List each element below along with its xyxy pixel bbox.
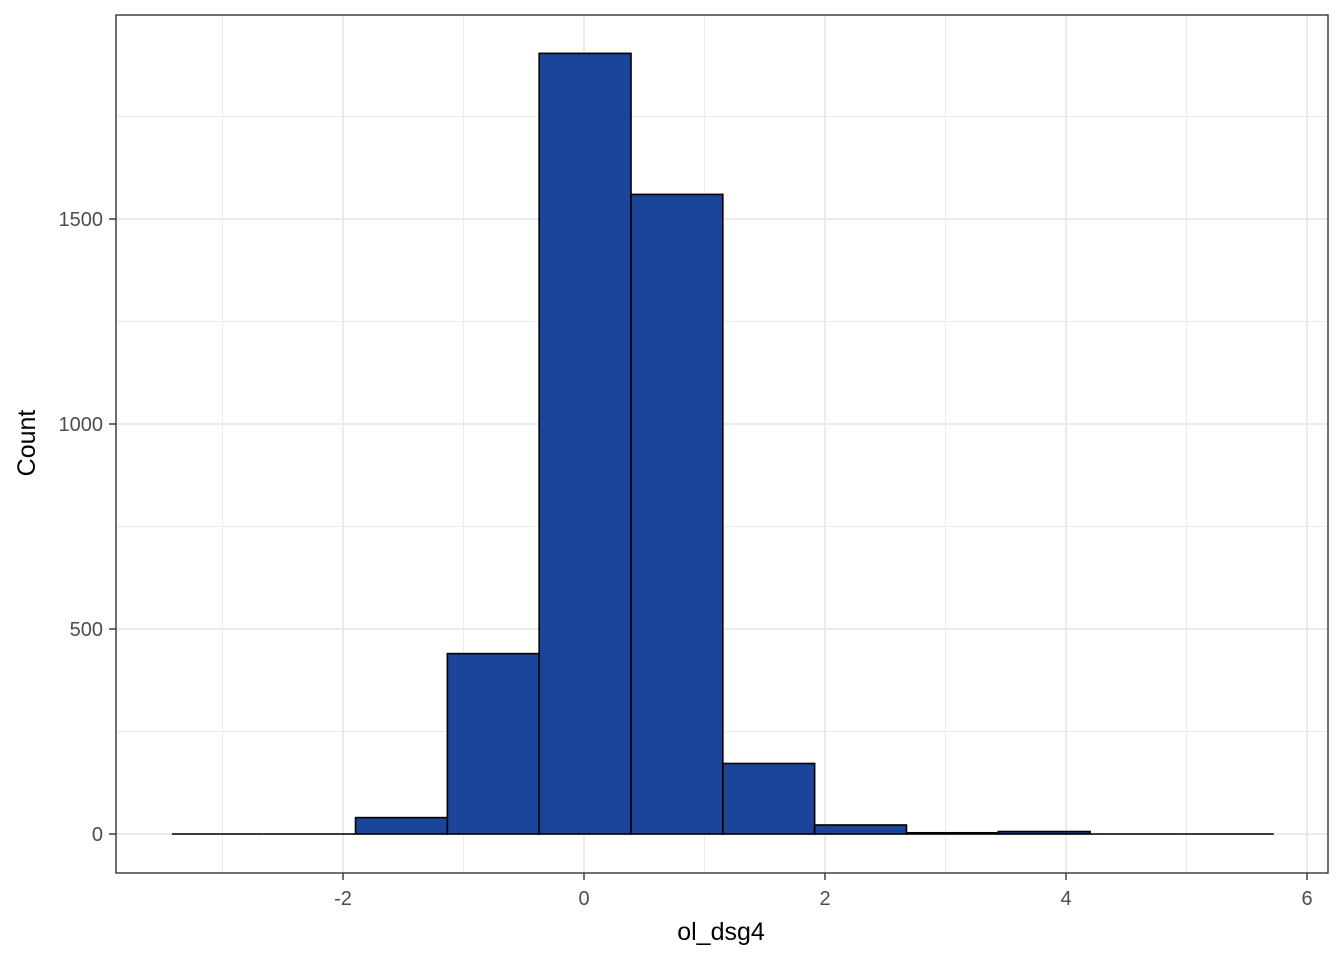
x-tick-label: 4: [1060, 888, 1071, 910]
x-tick-label: 6: [1301, 888, 1312, 910]
histogram-bar: [538, 52, 632, 835]
y-tick-label: 500: [70, 619, 103, 641]
x-axis-title: ol_dsg4: [677, 918, 765, 946]
y-axis: 0 500 1000 1500: [59, 209, 116, 846]
histogram-bar: [905, 831, 1000, 835]
x-tick-label: 0: [578, 888, 589, 910]
y-axis-title: Count: [13, 410, 41, 477]
x-axis: -2 0 2 4 6: [334, 873, 1313, 910]
histogram-bar: [722, 762, 816, 835]
histogram-bar: [354, 816, 449, 835]
x-tick-label: -2: [334, 888, 352, 910]
y-tick-label: 0: [92, 824, 103, 846]
x-tick-label: 2: [819, 888, 830, 910]
panel-border: [115, 14, 1329, 874]
histogram-bars: [171, 52, 1274, 835]
histogram-bar: [630, 193, 724, 835]
histogram-bar: [446, 652, 540, 835]
y-tick-label: 1500: [59, 209, 104, 231]
histogram-bar: [997, 830, 1091, 835]
y-tick-label: 1000: [59, 414, 104, 436]
histogram-bar: [813, 824, 908, 835]
